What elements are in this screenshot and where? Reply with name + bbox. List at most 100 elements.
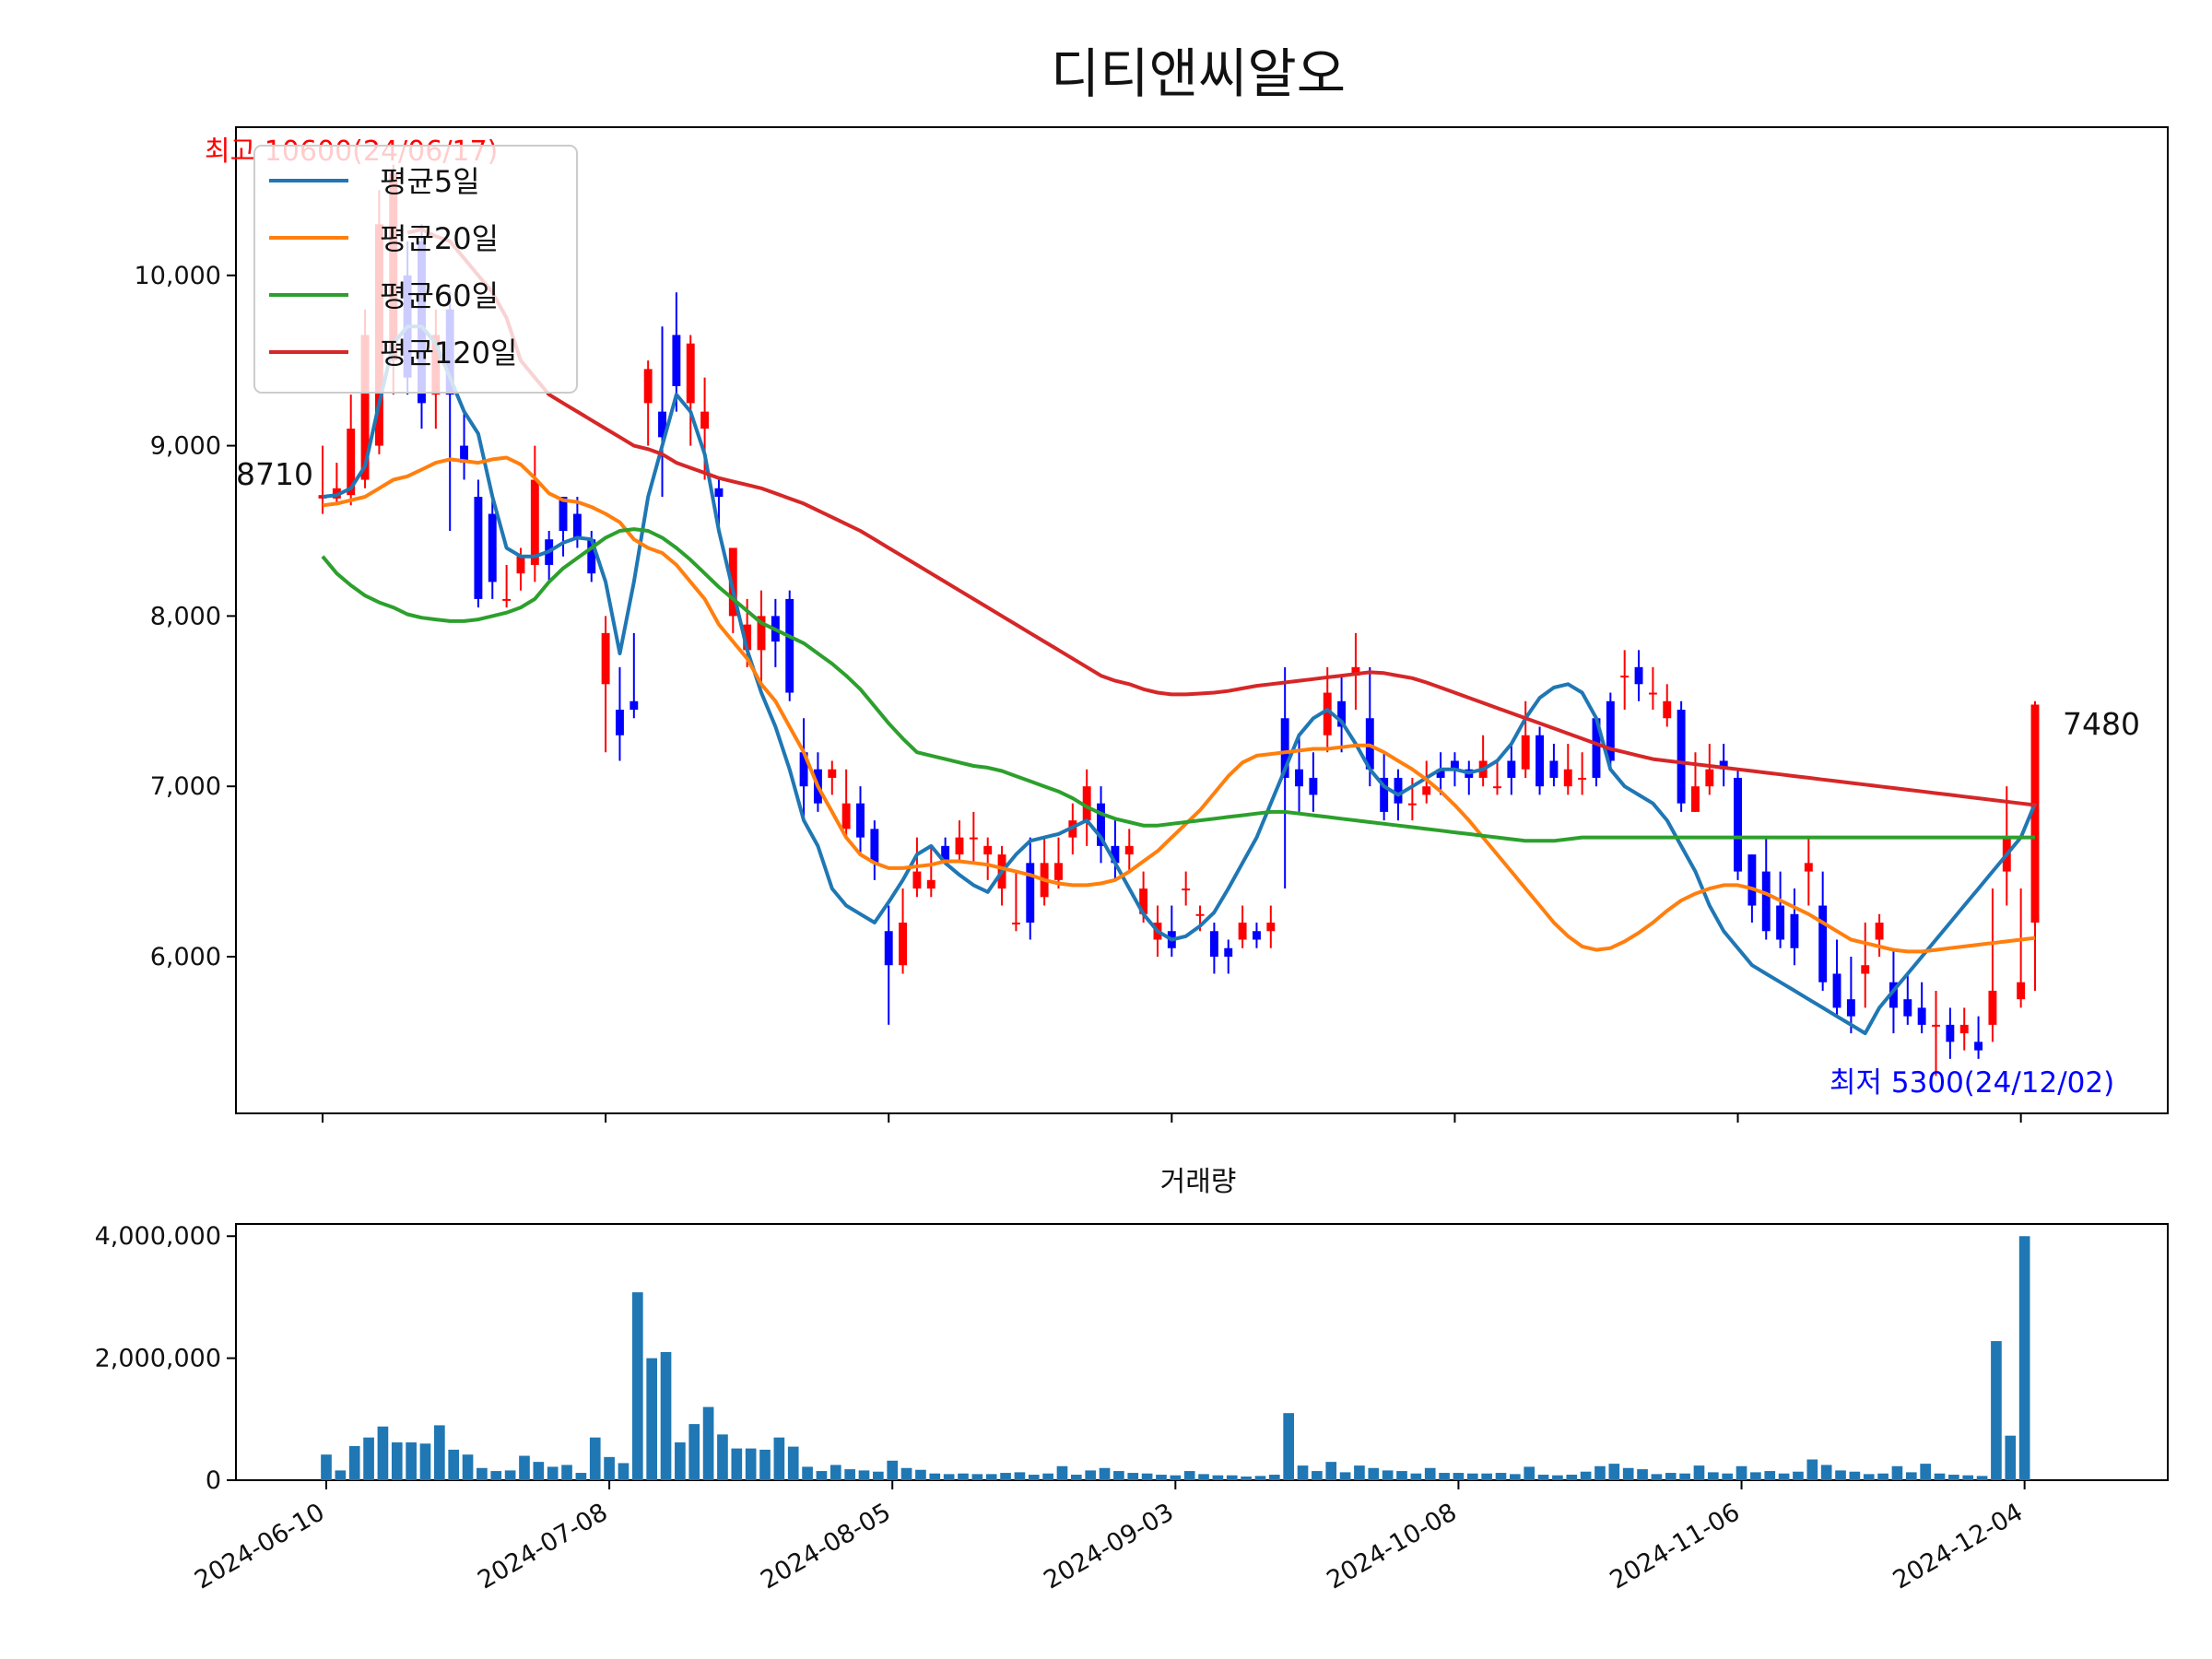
volume-bar [745, 1448, 757, 1480]
candle-body [1407, 803, 1417, 806]
volume-bar [589, 1437, 601, 1480]
volume-bar [844, 1469, 855, 1480]
volume-bar [1905, 1472, 1917, 1480]
candle-body [1832, 973, 1841, 1008]
volume-bar [1325, 1462, 1337, 1480]
candle-body [2017, 982, 2026, 1000]
candle-body [828, 769, 837, 778]
candle-body [1097, 803, 1105, 846]
candle-body [757, 616, 766, 651]
candle-body [841, 803, 851, 830]
volume-bar [321, 1454, 332, 1480]
volume-bar [731, 1448, 743, 1480]
candle-body [969, 837, 978, 840]
volume-bar [335, 1470, 347, 1480]
volume-bar [1241, 1477, 1252, 1480]
volume-bar [1962, 1475, 1974, 1480]
volume-bar [702, 1406, 714, 1480]
candle-body [1705, 769, 1714, 787]
last-close-annotation: 7480 [2063, 706, 2140, 742]
volume-y-tick-label: 0 [206, 1466, 221, 1495]
volume-bar [575, 1473, 587, 1480]
candle-body [658, 411, 666, 438]
candle-body [1861, 965, 1870, 974]
volume-bar [971, 1474, 983, 1480]
candle-body [460, 445, 469, 464]
candle-body [1026, 863, 1035, 924]
candle-body [601, 632, 610, 685]
candle-body [1790, 913, 1799, 948]
candle-body [700, 411, 710, 429]
volume-bar [1000, 1473, 1011, 1480]
volume-bar [1368, 1467, 1380, 1480]
volume-bar [773, 1437, 785, 1480]
volume-bar [1537, 1475, 1549, 1480]
volume-bar [1793, 1471, 1804, 1480]
candle-body [1493, 786, 1501, 789]
candle-body [1903, 999, 1912, 1017]
volume-bar [1070, 1475, 1082, 1480]
volume-bar [631, 1292, 643, 1480]
volume-y-tick-label: 4,000,000 [95, 1222, 221, 1251]
volume-bar [519, 1455, 530, 1480]
volume-bar [802, 1466, 813, 1480]
candle-body [1818, 905, 1828, 982]
volume-bar [1028, 1475, 1040, 1480]
candle-body [1209, 931, 1218, 957]
volume-bar [858, 1470, 870, 1480]
volume-bar [1722, 1473, 1734, 1480]
candle-body [1959, 1024, 1969, 1034]
volume-bar [1212, 1475, 1224, 1480]
chart-title: 디티앤씨알오 [1051, 42, 1346, 105]
volume-bar [1707, 1472, 1719, 1480]
volume-bar [1453, 1473, 1465, 1480]
candle-body [1677, 710, 1686, 804]
candle-body [1776, 905, 1785, 940]
candle-body [360, 335, 370, 480]
volume-bar [887, 1460, 899, 1480]
candle-body [474, 497, 483, 599]
candle-body [1507, 760, 1516, 778]
candle-body [799, 752, 808, 787]
candle-body [1111, 845, 1120, 864]
price-y-tick-label: 9,000 [150, 432, 221, 461]
candle-body [1691, 786, 1700, 812]
volume-bar [1764, 1471, 1776, 1480]
volume-bar [1410, 1473, 1422, 1480]
volume-bar [1312, 1471, 1323, 1480]
volume-bar [1679, 1473, 1690, 1480]
volume-bar [1042, 1473, 1053, 1480]
candle-body [1563, 769, 1572, 787]
volume-bar [958, 1473, 969, 1480]
volume-bar [547, 1466, 559, 1480]
candle-body [1932, 1024, 1940, 1027]
volume-bar [533, 1462, 545, 1480]
candle-body [1124, 845, 1134, 855]
candle-body [1535, 735, 1545, 787]
volume-bar [646, 1358, 658, 1480]
volume-bar [1863, 1474, 1875, 1480]
volume-bar [759, 1449, 771, 1480]
candle-body [1280, 718, 1289, 778]
volume-bar [2005, 1435, 2017, 1480]
candle-body [629, 700, 639, 711]
volume-bar [688, 1424, 700, 1480]
volume-bar [873, 1471, 884, 1480]
volume-bar [448, 1449, 460, 1480]
candle-body [743, 624, 752, 651]
volume-title: 거래량 [1160, 1166, 1237, 1198]
volume-bar [348, 1445, 360, 1480]
volume-bar [1424, 1467, 1436, 1480]
candle-body [1295, 769, 1303, 787]
volume-bar [1183, 1471, 1195, 1480]
candle-body [884, 931, 893, 966]
volume-bar [1226, 1475, 1238, 1480]
volume-bar [1354, 1465, 1365, 1480]
volume-bar [1113, 1471, 1124, 1480]
legend-label-ma20: 평균20일 [380, 221, 499, 256]
candle-body [912, 871, 922, 889]
candle-body [1606, 700, 1615, 761]
candle-body [899, 923, 908, 966]
candle-body [347, 429, 356, 496]
candle-body [1195, 913, 1205, 916]
